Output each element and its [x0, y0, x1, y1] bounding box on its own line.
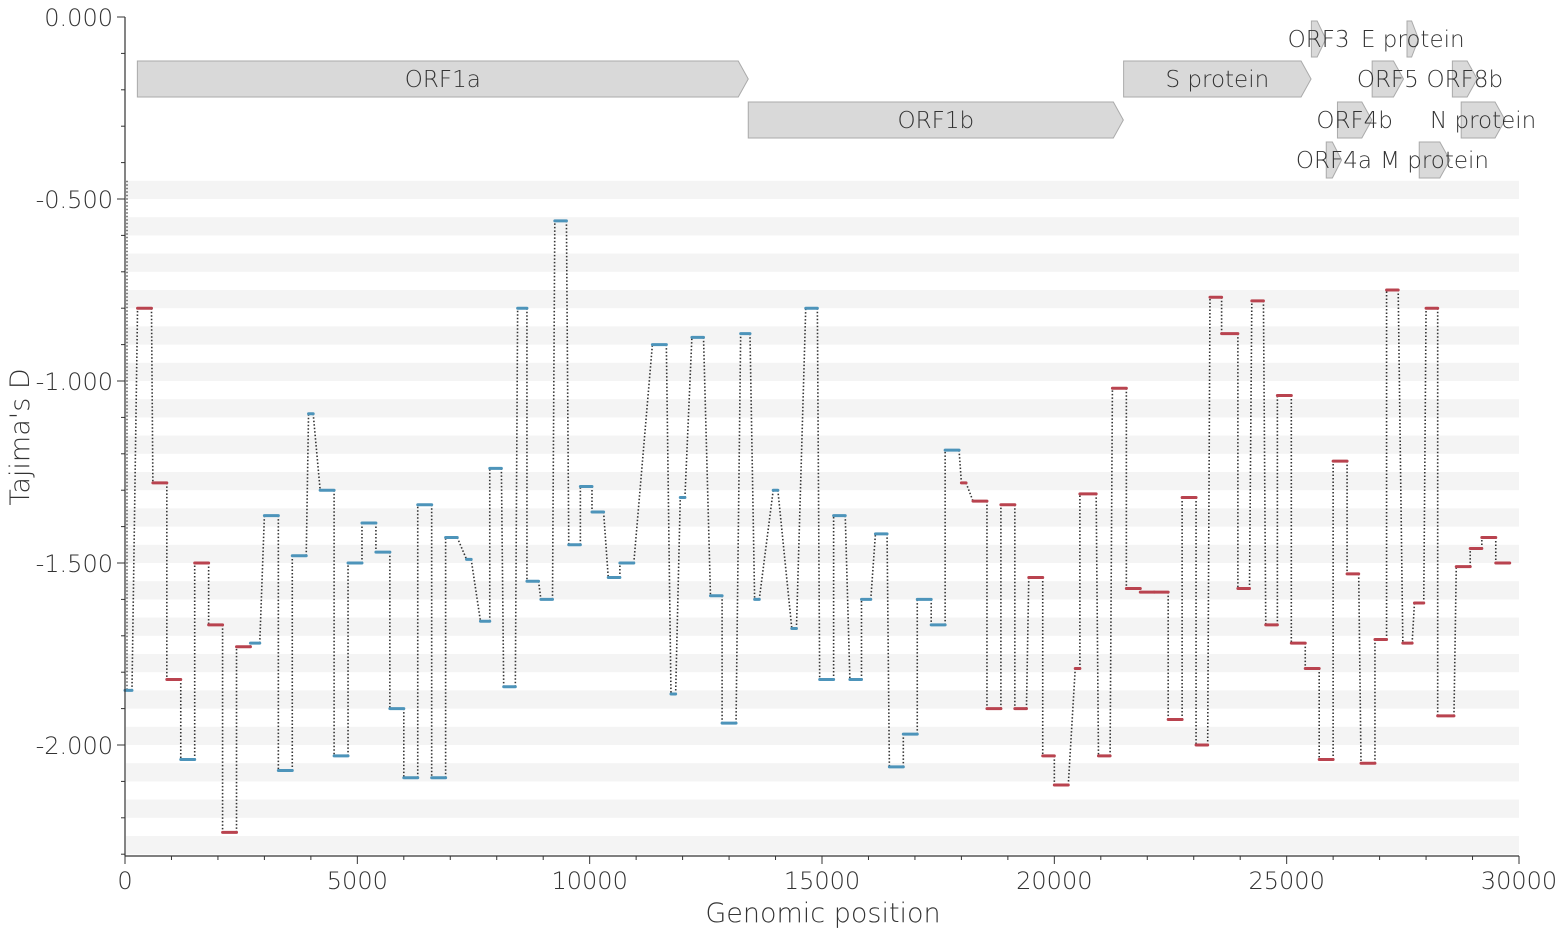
connector-line — [777, 490, 793, 629]
connector-line — [665, 344, 672, 695]
gene-label: M protein — [1380, 148, 1489, 174]
connector-line — [514, 308, 519, 687]
gene-arrow — [1451, 60, 1478, 98]
connector-line — [537, 581, 542, 600]
grid-stripe — [126, 508, 1519, 527]
x-tick-label: 25000 — [1248, 867, 1324, 895]
x-tick-label: 30000 — [1481, 867, 1557, 895]
gene-label: ORF4a — [1296, 148, 1372, 174]
grid-stripe — [126, 581, 1519, 600]
connector-line — [1262, 300, 1267, 625]
x-tick-label: 5000 — [327, 867, 388, 895]
gene-label: ORF1a — [405, 67, 481, 93]
connector-line — [702, 337, 712, 596]
window-segments — [123, 219, 1512, 834]
gene-label: S protein — [1166, 67, 1270, 93]
connector-line — [1357, 573, 1362, 764]
window-connectors — [126, 180, 1497, 833]
grid-stripe — [126, 726, 1519, 745]
gene-label: ORF4b — [1316, 108, 1393, 134]
gene-arrow — [136, 60, 749, 98]
y-axis-ticks: 0.000 -0.500 -1.000 -1.500 -2.000 — [36, 4, 125, 855]
y-tick-label: -0.500 — [36, 186, 113, 214]
gene-arrow — [1406, 20, 1420, 58]
x-axis-ticks: 0 5000 10000 15000 20000 25000 30000 — [117, 856, 1557, 895]
connector-line — [551, 220, 556, 600]
grid-stripes — [126, 180, 1519, 855]
gene-arrow — [747, 101, 1124, 139]
gene-label: ORF8b — [1427, 67, 1504, 93]
x-tick-label: 0 — [117, 867, 132, 895]
x-tick-label: 20000 — [1016, 867, 1092, 895]
connector-line — [500, 468, 505, 687]
connector-line — [456, 537, 468, 560]
connector-line — [1206, 297, 1211, 746]
grid-stripe — [126, 544, 1519, 563]
y-tick-label: -2.000 — [36, 732, 113, 760]
y-axis-label: Tajima's D — [5, 368, 36, 505]
connector-line — [844, 515, 851, 680]
gene-label: ORF3 — [1288, 27, 1350, 53]
grid-stripe — [126, 836, 1519, 855]
connector-line — [1397, 289, 1404, 644]
gene-arrow — [1460, 101, 1506, 139]
gene-label: ORF5 — [1357, 67, 1419, 93]
connector-line — [565, 220, 570, 545]
grid-stripe — [126, 180, 1519, 199]
connector-line — [1453, 566, 1458, 716]
connector-line — [602, 511, 610, 578]
connector-line — [886, 533, 891, 767]
grid-stripe — [126, 290, 1519, 309]
connector-line — [758, 490, 775, 600]
grid-stripe — [126, 472, 1519, 491]
grid-stripe — [126, 617, 1519, 636]
grid-stripe — [126, 690, 1519, 709]
gene-arrow — [1325, 141, 1343, 179]
y-tick-label: -1.500 — [36, 550, 113, 578]
gene-label: N protein — [1430, 108, 1536, 134]
connector-line — [1025, 577, 1030, 709]
x-axis-label: Genomic position — [705, 898, 940, 929]
y-tick-label: -1.000 — [36, 368, 113, 396]
grid-stripe — [126, 362, 1519, 381]
connector-line — [633, 344, 654, 564]
connector-line — [312, 413, 321, 491]
connector-line — [795, 308, 807, 629]
gene-arrow — [1371, 60, 1405, 98]
grid-stripe — [126, 217, 1519, 236]
gene-arrow — [1336, 101, 1373, 139]
connector-line — [674, 497, 682, 695]
connector-line — [1248, 300, 1253, 589]
grid-stripe — [126, 253, 1519, 272]
connector-line — [258, 515, 266, 644]
connector-line — [869, 533, 877, 600]
gene-arrow — [1310, 20, 1327, 58]
x-tick-label: 10000 — [551, 867, 627, 895]
grid-stripe — [126, 654, 1519, 673]
x-tick-label: 15000 — [784, 867, 860, 895]
y-tick-label: 0.000 — [44, 4, 113, 32]
gene-label: ORF1b — [898, 108, 975, 134]
connector-line — [816, 308, 821, 680]
gene-label: E protein — [1361, 27, 1465, 53]
connector-line — [305, 413, 310, 556]
gene-arrow — [1418, 141, 1451, 179]
connector-line — [131, 308, 139, 691]
connector-line — [150, 308, 154, 483]
connector-line — [1422, 308, 1427, 604]
connector-line — [749, 333, 756, 600]
grid-stripe — [126, 435, 1519, 454]
gene-annotation-track: ORF1a ORF1b S protein ORF3 ORF4a ORF4b ORF5 E p… — [136, 20, 1536, 179]
grid-stripe — [126, 399, 1519, 418]
connector-line — [684, 337, 693, 498]
gene-arrow — [1123, 60, 1312, 98]
connector-line — [1095, 493, 1100, 756]
grid-stripe — [126, 799, 1519, 818]
grid-stripe — [126, 326, 1519, 345]
grid-stripe — [126, 763, 1519, 782]
